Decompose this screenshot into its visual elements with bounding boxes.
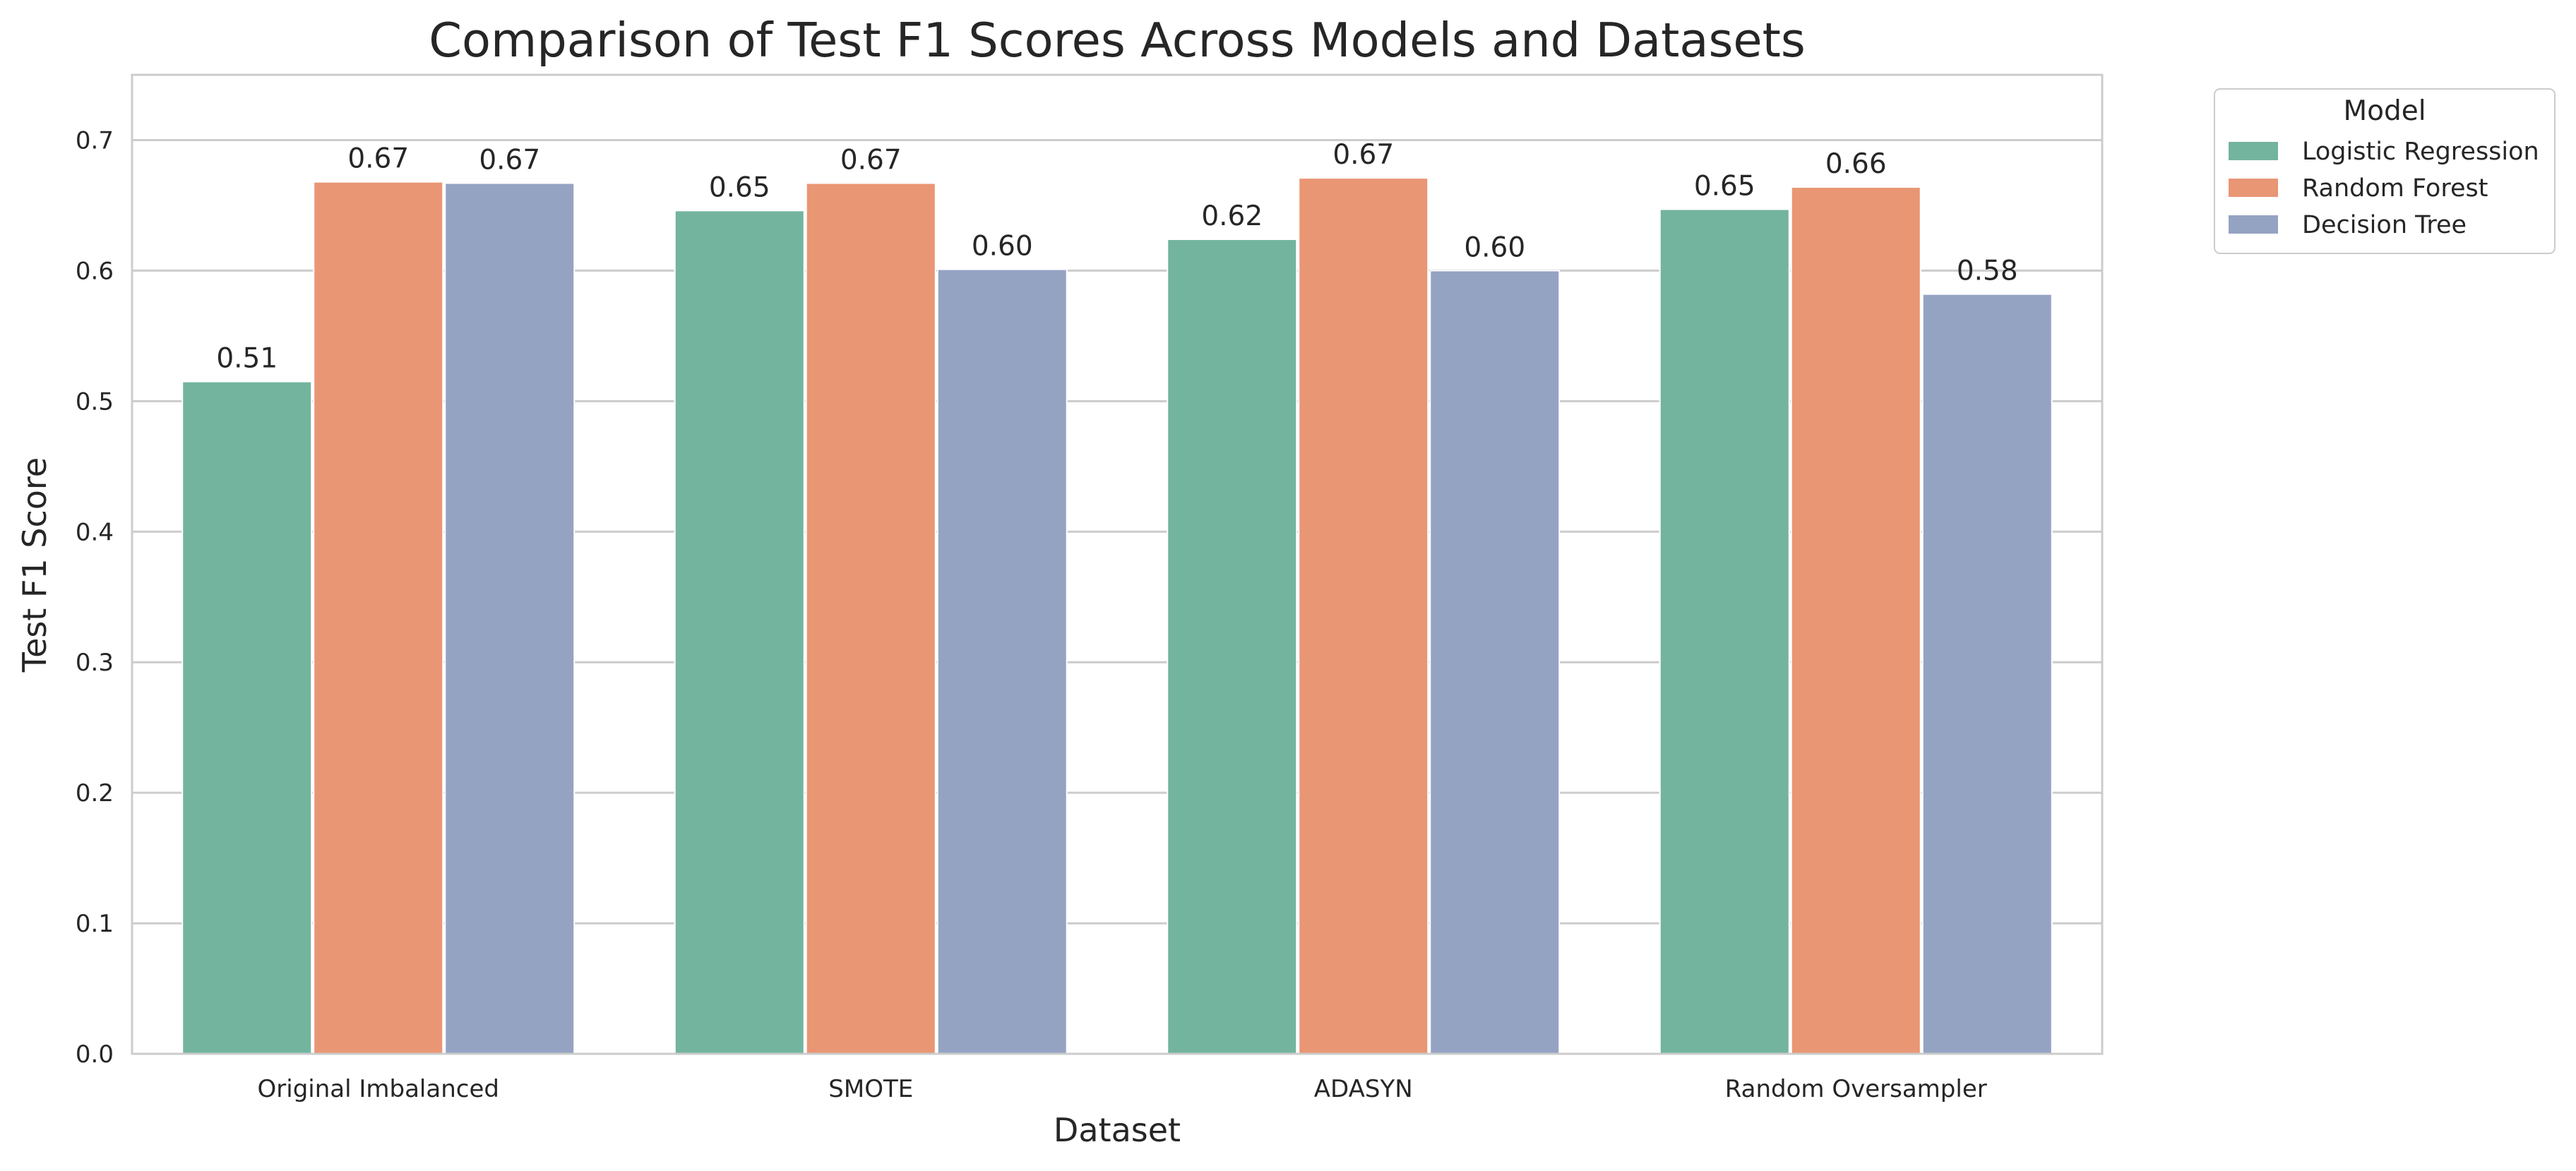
bar-data-label: 0.60 [972, 231, 1033, 263]
bar-data-label: 0.67 [1332, 139, 1394, 171]
legend-swatch [2229, 142, 2278, 160]
legend-entry-label: Random Forest [2302, 174, 2488, 203]
legend-swatch [2229, 179, 2278, 197]
y-tick-label: 0.6 [76, 257, 114, 285]
y-tick-label: 0.3 [76, 649, 114, 677]
bar [1429, 270, 1561, 1055]
legend-title: Model [2343, 95, 2426, 127]
y-tick-label: 0.4 [76, 518, 114, 546]
y-tick-label: 0.0 [76, 1040, 114, 1069]
x-tick-label: SMOTE [828, 1075, 913, 1103]
bar [1298, 177, 1429, 1055]
bar-data-label: 0.66 [1825, 148, 1887, 180]
y-tick-label: 0.1 [76, 910, 114, 938]
bar [936, 268, 1068, 1055]
bar [1790, 186, 1921, 1055]
legend-entry-label: Decision Tree [2302, 211, 2467, 239]
x-tick-label: ADASYN [1314, 1075, 1413, 1103]
y-tick-label: 0.5 [76, 388, 114, 416]
bar-data-label: 0.65 [1694, 170, 1755, 202]
bar [1659, 208, 1790, 1055]
bar-data-label: 0.65 [709, 172, 770, 203]
bar-data-label: 0.67 [347, 143, 409, 175]
bar [444, 182, 576, 1055]
bar [805, 182, 936, 1055]
bar [313, 181, 444, 1055]
x-tick-label: Random Oversampler [1725, 1075, 1987, 1103]
bar [674, 210, 805, 1055]
y-axis-label: Test F1 Score [16, 457, 54, 673]
bar [1167, 239, 1298, 1055]
legend-entry-label: Logistic Regression [2302, 138, 2539, 166]
legend-swatch [2229, 215, 2278, 234]
y-tick-label: 0.2 [76, 779, 114, 807]
bar-data-label: 0.58 [1957, 256, 2018, 287]
bar [181, 380, 313, 1055]
bar-data-label: 0.67 [479, 144, 540, 176]
chart-title: Comparison of Test F1 Scores Across Mode… [429, 13, 1806, 68]
plot-area: 0.0 0.1 0.2 0.3 0.4 0.5 0.6 0.7 0.51 0.65 0.62 0.65… [76, 73, 2104, 1103]
legend: Model Logistic Regression Random Forest De… [2214, 88, 2556, 254]
bar [1921, 293, 2053, 1055]
bar-data-label: 0.62 [1201, 200, 1263, 232]
x-tick-label: Original Imbalanced [258, 1075, 499, 1103]
bar-data-label: 0.60 [1464, 232, 1525, 263]
bar-data-label: 0.67 [840, 144, 902, 176]
x-axis-label: Dataset [1054, 1111, 1181, 1149]
bar-data-label: 0.51 [216, 343, 278, 375]
y-tick-label: 0.7 [76, 126, 114, 155]
legend-frame [2214, 88, 2556, 254]
plot-frame [131, 73, 2104, 1055]
